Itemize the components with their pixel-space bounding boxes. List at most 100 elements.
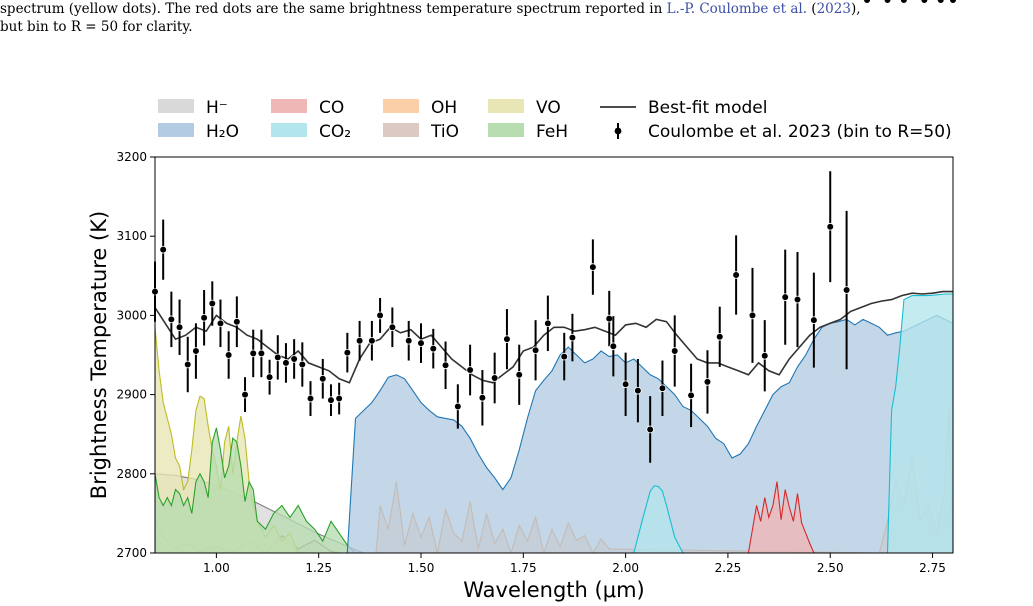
x-tick-label: 2.00 xyxy=(612,561,639,575)
data-point xyxy=(634,386,642,395)
data-point xyxy=(760,351,769,360)
data-point xyxy=(241,390,249,399)
data-point xyxy=(863,0,871,4)
data-point xyxy=(490,374,499,382)
area-co2 xyxy=(633,293,953,553)
data-point xyxy=(609,342,618,351)
y-axis: 2700 2800 2900 3000 3100 3200 xyxy=(116,150,155,560)
data-point xyxy=(732,271,740,279)
plot-frame xyxy=(154,156,954,554)
data-point xyxy=(646,425,654,434)
caption-citation-year-link[interactable]: 2023 xyxy=(816,1,851,17)
data-point xyxy=(249,349,258,358)
legend-swatch xyxy=(158,99,194,113)
legend-item-h-minus: H⁻ xyxy=(158,98,228,118)
x-tick-label: 1.75 xyxy=(510,561,537,575)
data-point xyxy=(233,317,241,326)
data-point xyxy=(670,347,679,355)
data-point xyxy=(842,286,851,294)
legend-swatch xyxy=(488,123,524,137)
y-tick-label: 3100 xyxy=(116,229,147,243)
x-tick-label: 2.75 xyxy=(919,561,946,575)
data-point xyxy=(936,0,945,4)
data-point xyxy=(703,378,712,386)
x-axis: 1.00 1.25 1.50 1.75 2.00 2.25 2.50 2.75 xyxy=(203,553,946,575)
data-point xyxy=(306,394,315,403)
data-point xyxy=(531,346,540,355)
observation-points xyxy=(151,0,957,463)
legend-item-h2o: H₂O xyxy=(158,122,239,142)
legend-label: OH xyxy=(431,98,457,118)
x-tick-label: 1.00 xyxy=(203,561,230,575)
data-point xyxy=(810,316,818,324)
data-point xyxy=(343,348,352,357)
data-point xyxy=(417,339,425,347)
x-tick-label: 1.50 xyxy=(408,561,435,575)
figure-caption: spectrum (yellow dots). The red dots are… xyxy=(0,0,1033,36)
data-point xyxy=(159,245,167,254)
data-point xyxy=(327,396,335,404)
x-tick-label: 1.25 xyxy=(305,561,332,575)
data-point xyxy=(748,311,757,320)
caption-line-2: but bin to R = 50 for clarity. xyxy=(0,19,193,35)
legend-item-coulombe-et-al-2023-bin-to-r-50: Coulombe et al. 2023 (bin to R=50) xyxy=(614,122,952,142)
legend-item-vo: VO xyxy=(488,98,561,118)
caption-line-1: spectrum (yellow dots). The red dots are… xyxy=(0,0,1033,18)
caption-citation-link[interactable]: L.-P. Coulombe et al. xyxy=(666,1,808,17)
legend-label: Best-fit model xyxy=(648,98,768,118)
data-point xyxy=(793,295,802,304)
data-point xyxy=(208,299,217,308)
data-point xyxy=(466,366,474,374)
chart-legend: H⁻ H₂O CO CO₂ OH TiO VO FeH Best-fit model Coulom… xyxy=(158,98,952,142)
legend-label: Coulombe et al. 2023 (bin to R=50) xyxy=(648,122,952,142)
data-point xyxy=(621,380,630,389)
legend-item-best-fit-model: Best-fit model xyxy=(600,98,768,118)
best-fit-model-path xyxy=(155,290,953,384)
data-point xyxy=(478,393,487,402)
best-fit-model-line xyxy=(155,290,953,384)
data-point xyxy=(175,323,184,332)
area-feh xyxy=(155,427,357,553)
data-point xyxy=(368,336,376,345)
data-point xyxy=(273,353,282,362)
data-point xyxy=(781,293,790,301)
legend-swatch xyxy=(271,99,307,113)
data-point xyxy=(605,314,614,323)
data-point xyxy=(920,0,929,4)
data-point xyxy=(167,315,176,324)
data-point xyxy=(441,361,450,370)
legend-label: H⁻ xyxy=(206,98,228,118)
legend-label: TiO xyxy=(430,122,459,142)
data-point xyxy=(298,360,307,369)
caption-text-end: ), xyxy=(850,1,861,17)
data-point xyxy=(515,370,524,379)
data-point xyxy=(900,0,908,4)
data-point xyxy=(216,319,225,328)
x-tick-label: 2.50 xyxy=(817,561,844,575)
legend-item-feh: FeH xyxy=(488,122,568,142)
y-tick-label: 3200 xyxy=(116,150,147,164)
y-tick-label: 2800 xyxy=(116,467,147,481)
data-point xyxy=(404,336,413,345)
legend-item-co2: CO₂ xyxy=(271,122,351,142)
legend-swatch xyxy=(383,99,419,113)
legend-swatch xyxy=(271,123,307,137)
area-co xyxy=(747,481,815,553)
data-point xyxy=(560,352,569,361)
legend-label: CO xyxy=(319,98,344,118)
legend-marker xyxy=(614,127,622,135)
legend-label: FeH xyxy=(536,122,568,142)
y-axis-label: Brightness Temperature (K) xyxy=(87,211,111,499)
data-point xyxy=(883,0,892,4)
data-point xyxy=(568,333,577,342)
y-tick-label: 2700 xyxy=(116,546,147,560)
data-point xyxy=(589,263,597,271)
data-point xyxy=(318,374,327,383)
legend-swatch xyxy=(488,99,524,113)
data-point xyxy=(429,344,438,353)
legend-swatch xyxy=(383,123,419,137)
legend-label: VO xyxy=(536,98,561,118)
data-point xyxy=(282,359,290,367)
caption-text: spectrum (yellow dots). The red dots are… xyxy=(0,1,667,17)
data-point xyxy=(715,332,724,341)
